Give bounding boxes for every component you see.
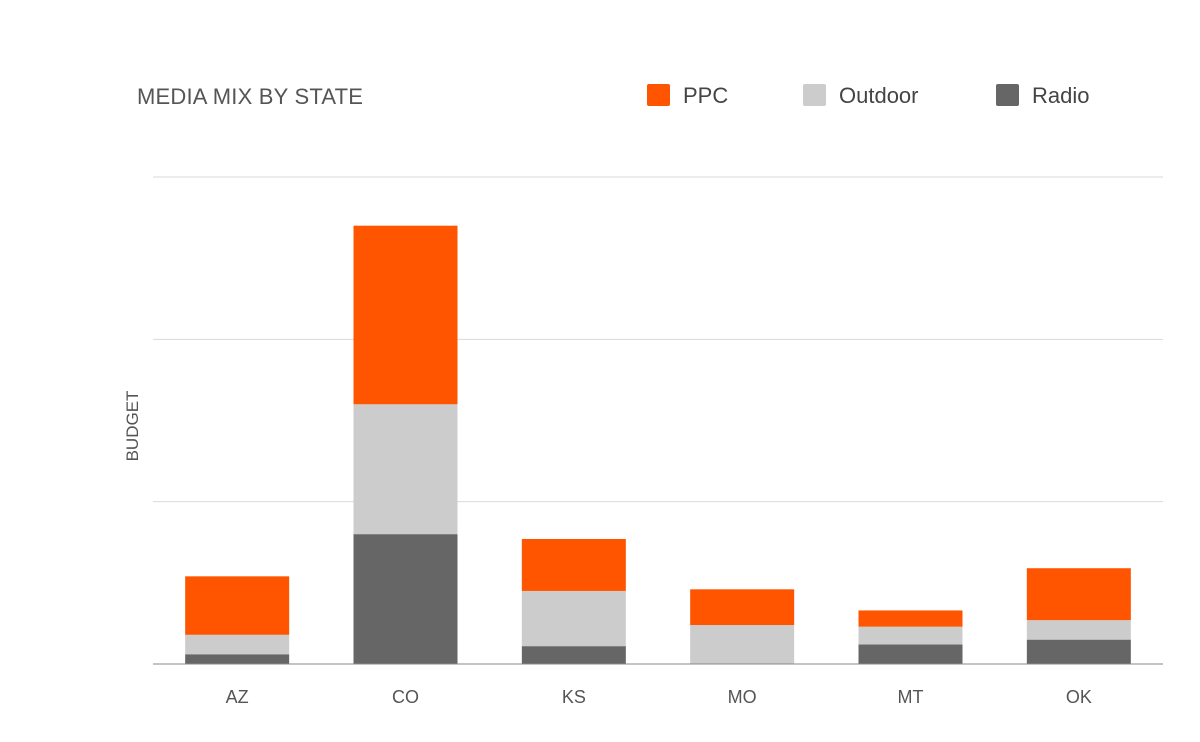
legend-item-radio: Radio <box>996 83 1089 108</box>
legend: PPC Outdoor Radio <box>647 83 1089 108</box>
legend-label-outdoor: Outdoor <box>839 83 919 108</box>
bar-ks-ppc <box>521 539 626 591</box>
x-tick-label-co: CO <box>392 687 419 707</box>
x-tick-label-ok: OK <box>1066 687 1092 707</box>
bar-mt-radio <box>858 644 963 664</box>
bar-ok-radio <box>1026 639 1131 664</box>
bar-ks-outdoor <box>521 590 626 647</box>
x-tick-label-mt: MT <box>898 687 924 707</box>
bar-mt-ppc <box>858 610 963 627</box>
x-tick-label-ks: KS <box>562 687 586 707</box>
bar-mt-outdoor <box>858 626 963 645</box>
bar-ok-ppc <box>1026 568 1131 621</box>
legend-label-ppc: PPC <box>683 83 728 108</box>
legend-swatch-outdoor <box>803 84 826 106</box>
legend-label-radio: Radio <box>1032 83 1089 108</box>
bar-mo-outdoor <box>690 625 795 664</box>
y-axis-label: BUDGET <box>123 391 142 462</box>
bars <box>185 225 1131 664</box>
bar-co-outdoor <box>353 404 458 535</box>
legend-item-ppc: PPC <box>647 83 728 108</box>
x-tick-labels: AZ CO KS MO MT OK <box>226 687 1092 707</box>
bar-az-radio <box>185 654 290 664</box>
chart-title: MEDIA MIX BY STATE <box>137 84 363 109</box>
bar-co-radio <box>353 534 458 664</box>
bar-az-outdoor <box>185 634 290 655</box>
bar-ok-outdoor <box>1026 620 1131 640</box>
x-tick-label-az: AZ <box>226 687 249 707</box>
bar-ks-radio <box>521 646 626 664</box>
legend-swatch-ppc <box>647 84 670 106</box>
legend-item-outdoor: Outdoor <box>803 83 919 108</box>
bar-co-ppc <box>353 225 458 405</box>
gridlines <box>153 176 1163 503</box>
x-tick-label-mo: MO <box>728 687 757 707</box>
bar-az-ppc <box>185 576 290 635</box>
bar-mo-ppc <box>690 589 795 626</box>
legend-swatch-radio <box>996 84 1019 106</box>
